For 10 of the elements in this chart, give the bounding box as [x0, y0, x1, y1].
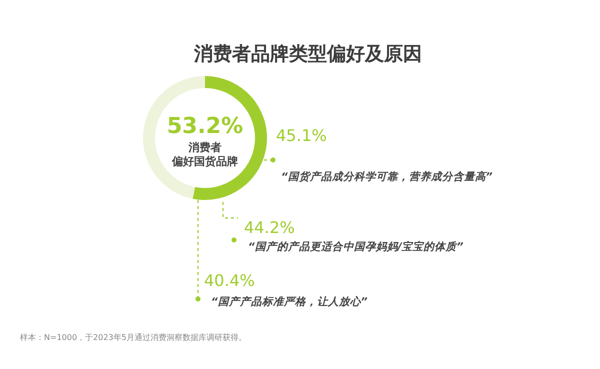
data-label: 53.2% — [166, 114, 244, 139]
text: 40.4% — [204, 271, 255, 290]
text: 44.2% — [244, 218, 295, 237]
text: “国产的产品更适合中国孕妈妈/宝宝的体质” — [248, 240, 464, 253]
text: “国产产品标准严格，让人放心” — [211, 295, 368, 308]
chart-title: 消费者品牌类型偏好及原因 — [193, 43, 422, 65]
text: 样本：N=1000，于2023年5月通过消费洞察数据库调研获得。 — [20, 333, 246, 342]
text: “国货产品成分科学可靠，营养成分含量高” — [281, 170, 493, 183]
text: 45.1% — [276, 126, 327, 145]
legend-label: 消费者偏好国货品牌 — [171, 141, 238, 168]
